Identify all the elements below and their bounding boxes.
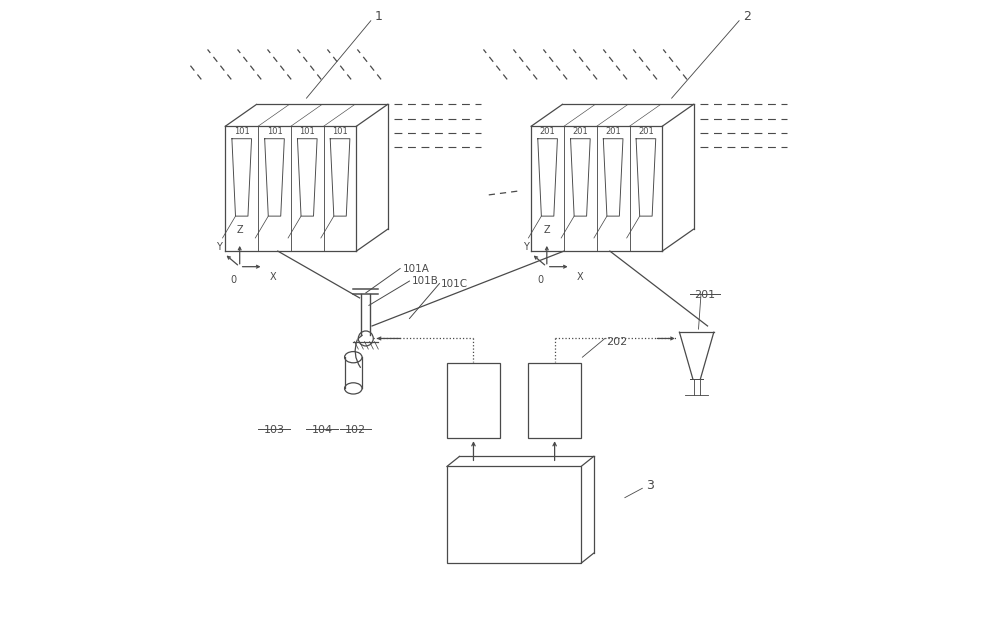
Text: 1: 1 bbox=[374, 11, 382, 23]
Text: 201: 201 bbox=[572, 127, 588, 135]
Text: X: X bbox=[270, 271, 276, 282]
Text: Y: Y bbox=[523, 243, 529, 253]
Text: 101A: 101A bbox=[403, 263, 430, 273]
Text: 101: 101 bbox=[234, 127, 250, 135]
Text: 104: 104 bbox=[312, 424, 333, 435]
Text: 201: 201 bbox=[540, 127, 555, 135]
Text: 202: 202 bbox=[606, 337, 627, 347]
Text: 201: 201 bbox=[605, 127, 621, 135]
Bar bbox=[447, 466, 581, 563]
Text: Z: Z bbox=[544, 226, 550, 236]
Text: 101B: 101B bbox=[411, 276, 438, 286]
Text: 201: 201 bbox=[638, 127, 654, 135]
Text: 2: 2 bbox=[743, 11, 751, 23]
Bar bbox=[528, 364, 581, 438]
Text: 101: 101 bbox=[299, 127, 315, 135]
Text: 3: 3 bbox=[646, 478, 654, 492]
Text: 0: 0 bbox=[230, 275, 237, 285]
Text: 101: 101 bbox=[267, 127, 282, 135]
Text: 101: 101 bbox=[332, 127, 348, 135]
Bar bbox=[447, 364, 500, 438]
Text: 102: 102 bbox=[345, 424, 366, 435]
Text: 103: 103 bbox=[264, 424, 285, 435]
Text: 0: 0 bbox=[538, 275, 544, 285]
Text: X: X bbox=[577, 271, 583, 282]
Text: Z: Z bbox=[236, 226, 243, 236]
Text: Y: Y bbox=[216, 243, 222, 253]
Text: 101C: 101C bbox=[441, 278, 468, 288]
Text: 201: 201 bbox=[694, 290, 715, 300]
